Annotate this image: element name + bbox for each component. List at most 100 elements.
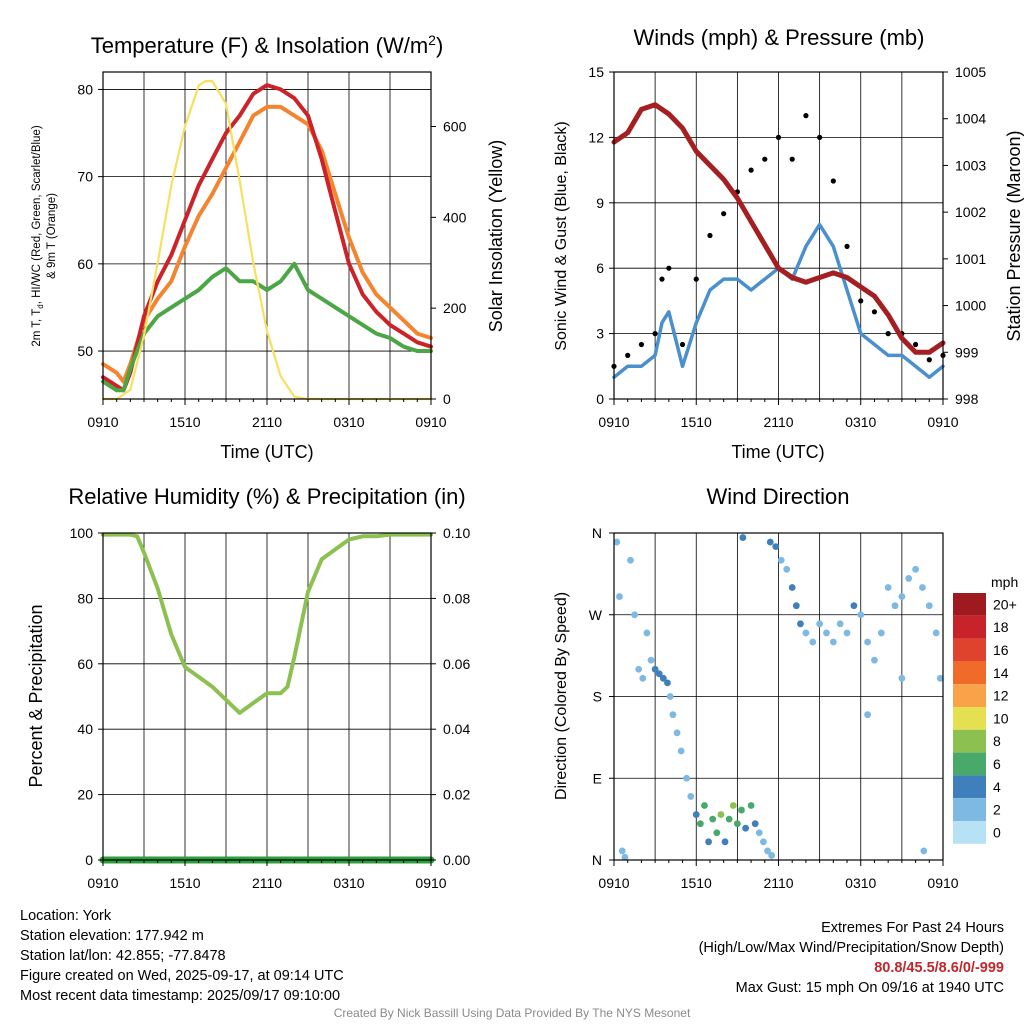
temperature-ytick-label: 60 [77, 256, 93, 272]
rh-ytick-label: 0 [85, 852, 93, 868]
wdir-point [920, 847, 928, 855]
legend-label: 14 [993, 665, 1009, 681]
legend-label: 2 [993, 802, 1001, 818]
temperature-xtick-label: 1510 [169, 414, 200, 430]
temperature-left-axis-label-line2: & 9m T (Orange) [46, 193, 58, 279]
rh-ytick-label: 60 [77, 656, 93, 672]
wdir-point [857, 611, 865, 619]
legend-swatch [953, 729, 986, 753]
legend-label: 18 [993, 619, 1009, 635]
winds-y2tick-label: 1001 [955, 251, 986, 267]
wdir-point [616, 593, 623, 600]
wdir-point [631, 611, 638, 619]
winds-ytick-label: 6 [596, 260, 604, 276]
legend-swatch [953, 752, 986, 776]
wdir-ytick-label: N [592, 852, 602, 868]
winds-xtick-label: 0910 [927, 414, 958, 430]
wdir-point [898, 674, 906, 682]
legend-label: 0 [993, 824, 1001, 840]
wdir-point [713, 829, 721, 837]
winds-y2tick-label: 1005 [955, 64, 986, 80]
winds-gust-point [803, 113, 809, 119]
temperature-y2tick-label: 400 [443, 209, 467, 225]
winds-gust-point [762, 156, 768, 162]
rh-panel: Relative Humidity (%) & Precipitation (i… [26, 484, 470, 891]
elevation-text: Station elevation: 177.942 m [20, 928, 204, 944]
temperature-xtick-label: 0310 [333, 414, 364, 430]
legend-swatch [953, 775, 986, 799]
wdir-point [738, 806, 745, 814]
extremes-info: Extremes For Past 24 Hours (High/Low/Max… [699, 918, 1004, 998]
legend-swatch [953, 638, 986, 662]
winds-grid [614, 71, 943, 400]
wdir-point [677, 747, 685, 755]
wdir-point [721, 838, 729, 846]
wdir-point [864, 638, 872, 646]
wdir-point [877, 629, 885, 637]
legend-swatch [953, 615, 986, 639]
temperature-ytick-label: 70 [77, 169, 93, 185]
wdir-xtick-label: 0910 [598, 875, 629, 891]
wdir-point [733, 820, 741, 828]
wdir-point [673, 729, 681, 737]
wdir-point [760, 838, 767, 846]
winds-ytick-label: 15 [588, 64, 604, 80]
winds-gust-point [926, 357, 932, 363]
wdir-point [627, 556, 634, 564]
winds-gust-point [707, 232, 713, 239]
rh-xtick-label: 0310 [333, 875, 364, 891]
winds-y2tick-label: 999 [955, 344, 979, 360]
wdir-xtick-label: 0310 [845, 875, 876, 891]
wdir-point [666, 693, 674, 700]
wdir-ytick-label: S [593, 689, 602, 705]
latlon-text: Station lat/lon: 42.855; -77.8478 [20, 948, 226, 964]
wdir-point [777, 556, 785, 564]
winds-ytick-label: 12 [588, 129, 604, 145]
wind-direction-title: Wind Direction [706, 484, 849, 509]
wdir-xtick-label: 1510 [681, 875, 712, 891]
legend-label: 10 [993, 710, 1009, 726]
winds-gust-point [844, 243, 850, 249]
winds-gust-point [693, 276, 699, 282]
winds-gust-point [789, 156, 795, 162]
winds-ytick-label: 3 [596, 326, 604, 342]
wdir-ytick-label: N [592, 525, 602, 541]
winds-series-line [612, 222, 945, 379]
recent-text: Most recent data timestamp: 2025/09/17 0… [20, 988, 341, 1004]
wdir-point [739, 534, 747, 541]
temperature-panel: Temperature (F) & Insolation (W/m2) 0910… [31, 32, 506, 462]
wdir-point [755, 829, 763, 837]
winds-gust-point [679, 341, 686, 348]
legend-swatch [953, 593, 986, 616]
winds-y2tick-label: 1002 [955, 204, 986, 220]
winds-gust-point [912, 341, 919, 348]
winds-series [611, 102, 946, 379]
legend-swatch [953, 821, 986, 844]
temperature-ytick-label: 80 [77, 81, 93, 97]
winds-x-axis-label: Time (UTC) [731, 442, 824, 462]
wdir-point [621, 853, 629, 861]
winds-gust-point [858, 298, 864, 304]
speed-legend: mph 20+ 18 16 14 12 10 8 6 4 2 0 [953, 574, 1018, 844]
wdir-point [843, 629, 851, 637]
winds-gust-point [652, 331, 658, 337]
wind-direction-left-axis-label: Direction (Colored By Speed) [553, 592, 570, 800]
wdir-point [912, 565, 919, 573]
temperature-y2tick-label: 0 [443, 391, 451, 407]
winds-gust-point [885, 331, 891, 337]
winds-xtick-label: 2110 [763, 414, 793, 430]
wdir-point [884, 584, 892, 591]
legend-label: 8 [993, 733, 1001, 749]
wdir-point [729, 802, 737, 809]
rh-ytick-label: 40 [77, 721, 93, 737]
temperature-right-axis-label: Solar Insolation (Yellow) [486, 140, 506, 332]
legend-label: 4 [993, 779, 1001, 795]
temperature-left-axis-label: 2m T, Td, HI/WC (Red, Green, Scarlet/Blu… [31, 125, 45, 346]
wdir-point [764, 847, 771, 855]
wdir-point [768, 852, 776, 859]
temperature-y2tick-label: 200 [443, 300, 467, 316]
wdir-point [659, 674, 667, 682]
temperature-x-axis-label: Time (UTC) [220, 442, 313, 462]
wdir-point [664, 679, 671, 687]
extremes-title: Extremes For Past 24 Hours [821, 920, 1004, 936]
